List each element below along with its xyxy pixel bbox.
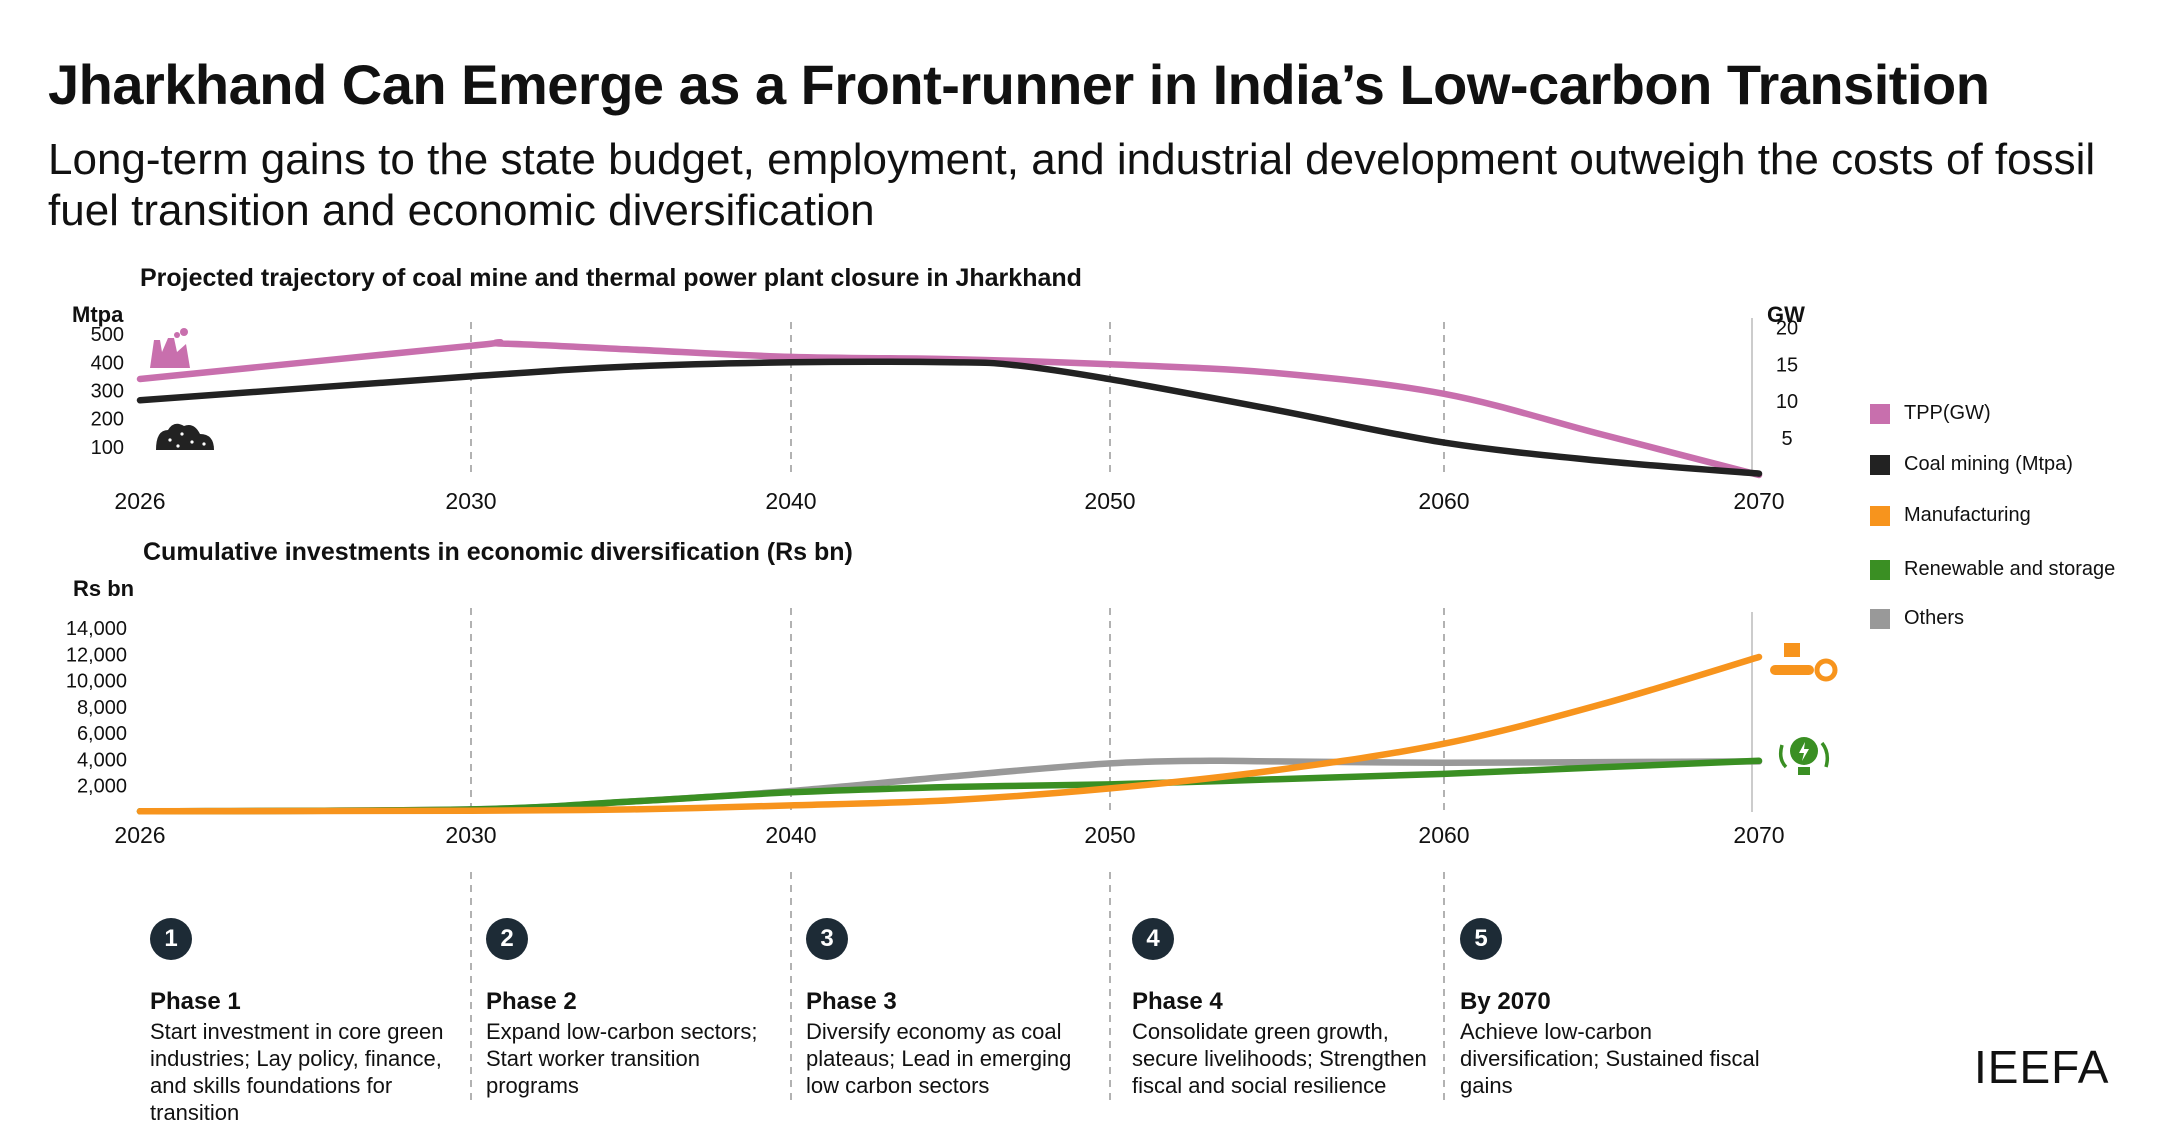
coal-speck [180, 432, 184, 436]
legend-swatch-renewable [1870, 559, 1890, 580]
coal-speck [202, 442, 206, 446]
phase-number-badge: 1 [150, 918, 192, 960]
x-axis-tick-label: 2040 [765, 822, 816, 848]
legend-swatch-coal [1870, 454, 1890, 475]
phase-description: Achieve low-carbon diversification; Sust… [1460, 1019, 1760, 1098]
phase-description: Start investment in core green industrie… [150, 1019, 444, 1125]
y-axis-tick-label: 4,000 [77, 749, 127, 771]
phase-1: 1 Phase 1 Start investment in core green… [150, 918, 450, 1126]
y2-axis-tick-label: 20 [1776, 317, 1798, 339]
smoke-puff [174, 332, 180, 338]
y-axis-tick-label: 12,000 [66, 644, 127, 666]
x-axis-tick-label: 2050 [1084, 488, 1135, 514]
belt-shape [1770, 665, 1814, 675]
phase-number-badge: 4 [1132, 918, 1174, 960]
chart1-right-unit: GW [1767, 302, 1805, 327]
x-axis-tick-label: 2060 [1418, 488, 1469, 514]
phase-title: Phase 2 [486, 988, 577, 1015]
y2-axis-tick-label: 5 [1781, 428, 1792, 450]
y2-axis-tick-label: 15 [1776, 354, 1798, 376]
ieefa-logo: IEEFA [1974, 1041, 2110, 1093]
x-axis-tick-label: 2070 [1733, 488, 1784, 514]
y-axis-tick-label: 200 [91, 409, 124, 431]
phase-number-badge: 2 [486, 918, 528, 960]
y-axis-tick-label: 400 [91, 352, 124, 374]
series-line [136, 757, 1763, 815]
coal-pile-icon [156, 423, 214, 450]
legend-item-tpp: TPP(GW) [1870, 402, 1991, 425]
x-axis-tick-label: 2060 [1418, 822, 1469, 848]
bulb-base [1798, 767, 1810, 775]
y-axis-tick-label: 100 [91, 437, 124, 459]
y-axis-tick-label: 8,000 [77, 697, 127, 719]
legend-label-manufacturing: Manufacturing [1904, 504, 2031, 526]
x-axis-tick-label: 2050 [1084, 822, 1135, 848]
y-axis-tick-label: 10,000 [66, 671, 127, 693]
y2-axis-tick-label: 10 [1776, 391, 1798, 413]
box-shape [1784, 643, 1800, 657]
x-axis-tick-label: 2070 [1733, 822, 1784, 848]
phase-description: Diversify economy as coal plateaus; Lead… [806, 1019, 1072, 1098]
legend-item-coal: Coal mining (Mtpa) [1870, 453, 2073, 476]
phase-2: 2 Phase 2 Expand low-carbon sectors; Sta… [486, 918, 786, 1099]
series-line [136, 339, 1763, 479]
legend-item-others: Others [1870, 607, 1964, 630]
chart2-unit: Rs bn [73, 576, 135, 601]
legend-item-manufacturing: Manufacturing [1870, 504, 2031, 527]
y-axis-tick-label: 300 [91, 380, 124, 402]
phase-5: 5 By 2070 Achieve low-carbon diversifica… [1460, 918, 1760, 1099]
power-plant-shape [150, 338, 190, 368]
legend-label-renewable: Renewable and storage [1904, 558, 2116, 580]
chart2-title: Cumulative investments in economic diver… [143, 538, 853, 566]
smoke-puff [180, 328, 188, 336]
page-subtitle: Long-term gains to the state budget, emp… [48, 135, 2096, 235]
chart1-title: Projected trajectory of coal mine and th… [140, 264, 1082, 292]
y-axis-tick-label: 14,000 [66, 618, 127, 640]
series-line [136, 358, 1763, 477]
bolt-shape [1799, 742, 1809, 761]
phase-title: By 2070 [1460, 988, 1551, 1015]
phase-title: Phase 4 [1132, 988, 1223, 1015]
phase-4: 4 Phase 4 Consolidate green growth, secu… [1132, 918, 1432, 1099]
coal-pile-shape [156, 423, 214, 450]
x-axis-tick-label: 2026 [114, 822, 165, 848]
legend-swatch-manufacturing [1870, 505, 1890, 526]
phase-title: Phase 1 [150, 988, 241, 1015]
phase-3: 3 Phase 3 Diversify economy as coal plat… [806, 918, 1106, 1099]
chart1-left-unit: Mtpa [72, 302, 124, 327]
renewable-bulb-icon [1778, 737, 1830, 775]
coal-speck [190, 440, 194, 444]
y-axis-tick-label: 2,000 [77, 776, 127, 798]
x-axis-tick-label: 2030 [445, 488, 496, 514]
phase-description: Consolidate green growth, secure livelih… [1132, 1019, 1427, 1098]
x-axis-tick-label: 2040 [765, 488, 816, 514]
gear-shape [1814, 658, 1838, 682]
coal-speck [168, 438, 172, 442]
legend-label-tpp: TPP(GW) [1904, 402, 1991, 424]
page-title: Jharkhand Can Emerge as a Front-runner i… [48, 53, 1990, 116]
legend-item-renewable: Renewable and storage [1870, 558, 2115, 581]
y-axis-tick-label: 6,000 [77, 723, 127, 745]
x-axis-tick-label: 2026 [114, 488, 165, 514]
phase-number-badge: 5 [1460, 918, 1502, 960]
power-plant-icon [150, 328, 190, 368]
phase-number-badge: 3 [806, 918, 848, 960]
manufacturing-conveyor-icon [1770, 643, 1838, 682]
phase-description: Expand low-carbon sectors; Start worker … [486, 1019, 758, 1098]
legend-label-others: Others [1904, 607, 1965, 629]
y-axis-tick-label: 500 [91, 324, 124, 346]
legend-label-coal: Coal mining (Mtpa) [1904, 453, 2073, 475]
phase-title: Phase 3 [806, 988, 897, 1015]
series-line [136, 653, 1763, 815]
legend-swatch-tpp [1870, 403, 1890, 424]
arrow-right [1820, 741, 1830, 768]
x-axis-tick-label: 2030 [445, 822, 496, 848]
legend-swatch-others [1870, 608, 1890, 629]
coal-speck [176, 444, 180, 448]
arrow-left [1778, 744, 1788, 769]
